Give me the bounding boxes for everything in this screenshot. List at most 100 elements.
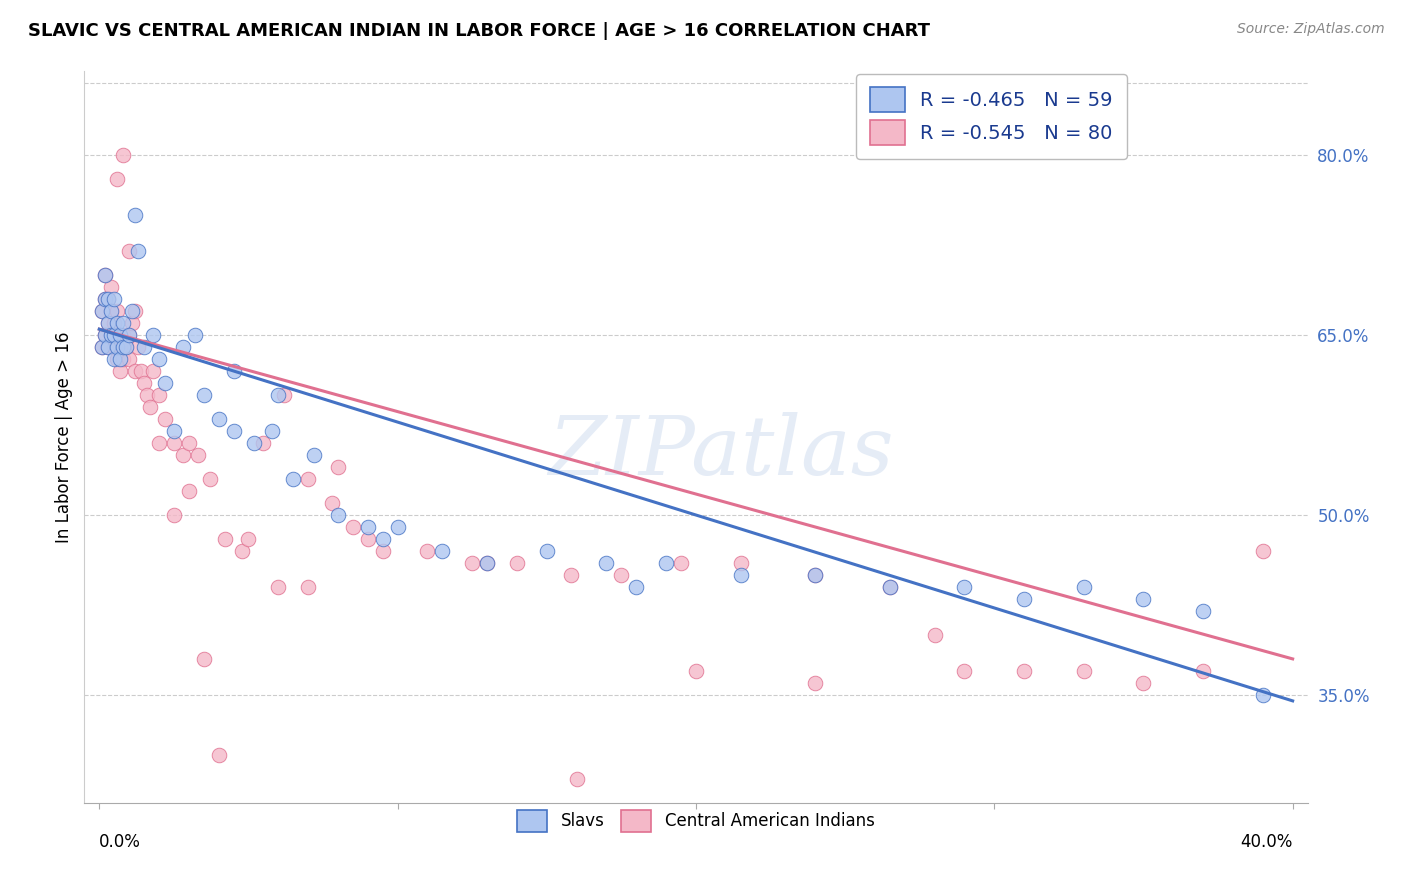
Point	[97, 292, 120, 306]
Point	[297, 580, 319, 594]
Point	[238, 532, 260, 546]
Point	[461, 556, 484, 570]
Point	[924, 628, 946, 642]
Point	[115, 340, 138, 354]
Point	[804, 568, 827, 582]
Point	[121, 304, 143, 318]
Point	[103, 328, 125, 343]
Point	[142, 328, 165, 343]
Point	[94, 268, 117, 283]
Point	[475, 556, 498, 570]
Point	[804, 676, 827, 690]
Point	[112, 148, 135, 162]
Point	[207, 412, 229, 426]
Point	[94, 328, 117, 343]
Point	[91, 304, 114, 318]
Point	[879, 580, 901, 594]
Point	[283, 472, 305, 486]
Point	[198, 472, 221, 486]
Point	[118, 328, 141, 343]
Text: ZIPatlas: ZIPatlas	[548, 412, 893, 491]
Point	[153, 376, 176, 391]
Point	[685, 664, 707, 678]
Point	[243, 436, 266, 450]
Point	[112, 328, 135, 343]
Point	[222, 424, 245, 438]
Point	[730, 568, 752, 582]
Point	[127, 340, 149, 354]
Point	[326, 460, 349, 475]
Point	[132, 340, 155, 354]
Text: 0.0%: 0.0%	[100, 833, 141, 851]
Point	[97, 340, 120, 354]
Point	[172, 340, 194, 354]
Point	[100, 328, 122, 343]
Point	[302, 448, 325, 462]
Point	[100, 304, 122, 318]
Point	[103, 292, 125, 306]
Point	[262, 424, 284, 438]
Point	[112, 352, 135, 367]
Point	[163, 424, 186, 438]
Point	[536, 544, 558, 558]
Point	[97, 316, 120, 330]
Point	[879, 580, 901, 594]
Point	[187, 448, 209, 462]
Y-axis label: In Labor Force | Age > 16: In Labor Force | Age > 16	[55, 331, 73, 543]
Point	[172, 448, 194, 462]
Point	[118, 352, 141, 367]
Point	[103, 340, 125, 354]
Point	[655, 556, 678, 570]
Point	[595, 556, 617, 570]
Point	[163, 508, 186, 522]
Point	[148, 388, 170, 402]
Point	[669, 556, 692, 570]
Point	[371, 532, 394, 546]
Point	[142, 364, 165, 378]
Point	[730, 556, 752, 570]
Point	[129, 364, 152, 378]
Point	[560, 568, 582, 582]
Text: 40.0%: 40.0%	[1240, 833, 1292, 851]
Point	[136, 388, 159, 402]
Point	[387, 520, 409, 534]
Point	[1251, 688, 1274, 702]
Point	[416, 544, 439, 558]
Point	[342, 520, 364, 534]
Point	[94, 292, 117, 306]
Point	[565, 772, 588, 786]
Point	[148, 352, 170, 367]
Point	[108, 352, 131, 367]
Point	[118, 328, 141, 343]
Point	[97, 316, 120, 330]
Point	[222, 364, 245, 378]
Point	[267, 388, 290, 402]
Point	[115, 340, 138, 354]
Point	[193, 652, 215, 666]
Point	[953, 664, 976, 678]
Point	[112, 340, 135, 354]
Point	[193, 388, 215, 402]
Legend: Slavs, Central American Indians: Slavs, Central American Indians	[510, 804, 882, 838]
Point	[207, 747, 229, 762]
Point	[91, 340, 114, 354]
Point	[124, 364, 146, 378]
Point	[108, 328, 131, 343]
Point	[267, 580, 290, 594]
Point	[163, 436, 186, 450]
Point	[1012, 664, 1035, 678]
Point	[97, 292, 120, 306]
Point	[94, 328, 117, 343]
Point	[432, 544, 454, 558]
Text: Source: ZipAtlas.com: Source: ZipAtlas.com	[1237, 22, 1385, 37]
Point	[124, 208, 146, 222]
Point	[475, 556, 498, 570]
Point	[626, 580, 648, 594]
Point	[97, 340, 120, 354]
Point	[804, 568, 827, 582]
Point	[297, 472, 319, 486]
Point	[184, 328, 207, 343]
Point	[105, 352, 128, 367]
Point	[1073, 580, 1095, 594]
Point	[103, 352, 125, 367]
